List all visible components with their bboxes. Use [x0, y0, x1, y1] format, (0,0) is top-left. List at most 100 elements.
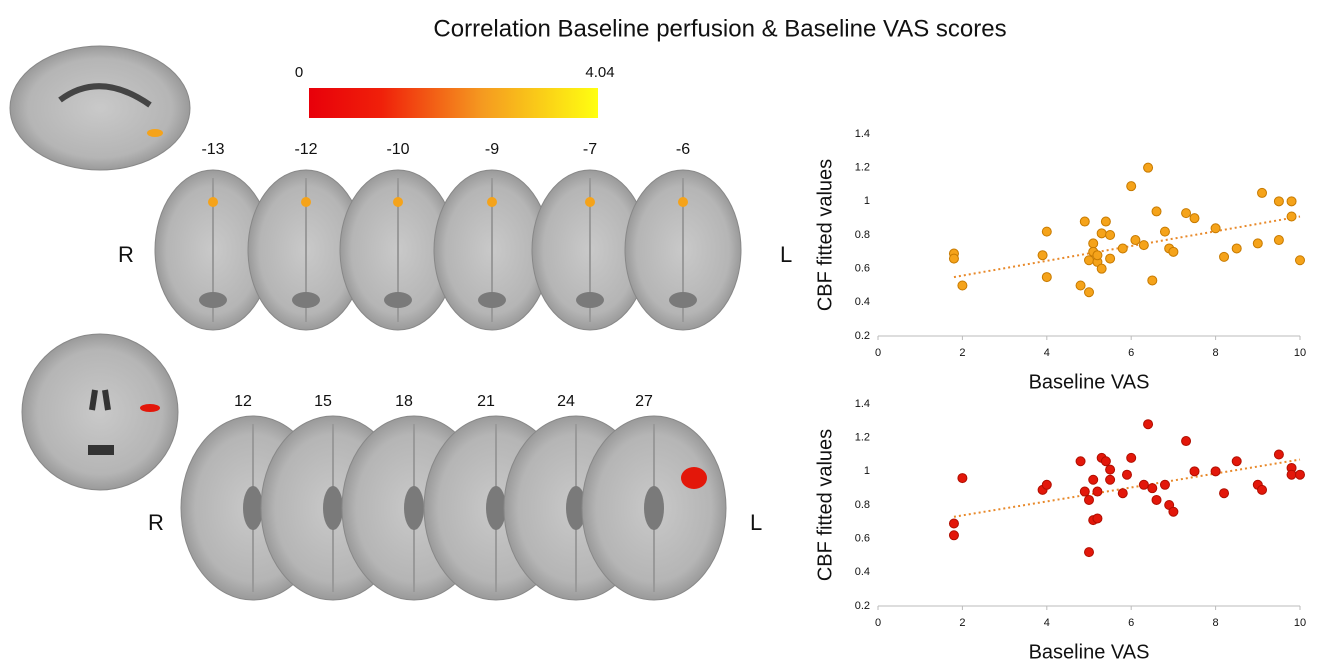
x-tick-label: 0	[875, 617, 881, 629]
point	[1088, 238, 1099, 249]
point	[948, 530, 959, 541]
activation	[678, 197, 688, 207]
point	[1252, 238, 1263, 249]
point	[1100, 216, 1111, 227]
ventricle	[486, 486, 506, 530]
point	[1105, 464, 1116, 475]
slice-label: -13	[201, 141, 224, 158]
y-tick-label: 0.2	[855, 600, 870, 612]
colorbar-max: 4.04	[585, 64, 614, 81]
x-tick-label: 8	[1213, 617, 1219, 629]
point	[1286, 196, 1297, 207]
activation	[301, 197, 311, 207]
point	[1189, 466, 1200, 477]
side-label: R	[148, 510, 164, 535]
slice-label: 27	[635, 393, 653, 410]
x-tick-label: 2	[959, 617, 965, 629]
point	[1147, 483, 1158, 494]
slice-label: -10	[386, 141, 409, 158]
x-tick-label: 0	[875, 347, 881, 359]
y-tick-label: 0.2	[855, 330, 870, 342]
point	[1143, 162, 1154, 173]
point	[1100, 456, 1111, 467]
ventricle	[644, 486, 664, 530]
activation	[393, 197, 403, 207]
point	[1117, 243, 1128, 254]
ventricle	[576, 292, 604, 308]
side-label: R	[118, 242, 134, 267]
slice-label: 18	[395, 393, 413, 410]
point	[1084, 255, 1094, 266]
slice-label: -6	[676, 141, 690, 158]
slice-label: -9	[485, 141, 499, 158]
y-tick-label: 0.4	[855, 566, 870, 578]
trendline	[953, 458, 1301, 518]
point	[1075, 456, 1086, 467]
point	[1117, 488, 1128, 499]
point	[1084, 494, 1094, 505]
point	[1231, 243, 1242, 254]
point	[1295, 255, 1305, 266]
ventricle	[199, 292, 227, 308]
y-tick-label: 0.4	[855, 296, 870, 308]
slice-label: 15	[314, 393, 332, 410]
point	[1219, 251, 1230, 262]
point	[1273, 235, 1284, 246]
x-tick-label: 10	[1294, 347, 1306, 359]
point	[1088, 474, 1099, 485]
point	[1159, 226, 1170, 237]
x-tick-label: 8	[1213, 347, 1219, 359]
x-tick-label: 2	[959, 347, 965, 359]
y-axis-title: CBF fitted values	[814, 159, 836, 311]
point	[1189, 213, 1200, 224]
y-axis-title: CBF fitted values	[814, 429, 836, 581]
ventricle	[384, 292, 412, 308]
point	[1079, 216, 1090, 227]
point	[1105, 230, 1116, 240]
point	[1079, 486, 1090, 497]
ventricle	[323, 486, 343, 530]
point	[1092, 513, 1103, 524]
y-tick-label: 1	[864, 195, 870, 207]
point	[1231, 456, 1242, 467]
y-tick-label: 1	[864, 465, 870, 477]
ventricle	[566, 486, 586, 530]
point	[1138, 240, 1149, 251]
sagittal-view	[9, 45, 191, 171]
point	[1168, 506, 1179, 517]
point	[1037, 250, 1048, 261]
point	[1151, 494, 1162, 505]
x-axis-title: Baseline VAS	[1029, 641, 1150, 663]
side-label: L	[750, 510, 762, 535]
y-tick-label: 0.8	[855, 499, 870, 511]
y-tick-label: 0.6	[855, 263, 870, 275]
point	[948, 253, 959, 264]
y-tick-label: 0.8	[855, 229, 870, 241]
coronal-view	[21, 333, 179, 491]
x-tick-label: 6	[1128, 347, 1134, 359]
point	[1084, 547, 1094, 558]
point	[1286, 469, 1297, 480]
figure-title: Correlation Baseline perfusion & Baselin…	[433, 15, 1006, 42]
point	[1295, 469, 1305, 480]
slice-label: 24	[557, 393, 575, 410]
point	[1181, 436, 1192, 447]
activation	[585, 197, 595, 207]
point	[948, 518, 959, 529]
point	[1092, 250, 1103, 261]
activation	[487, 197, 497, 207]
point	[1126, 452, 1137, 463]
activation	[208, 197, 218, 207]
point	[1105, 474, 1116, 485]
point	[1041, 226, 1052, 237]
colorbar	[309, 88, 598, 118]
point	[1138, 479, 1149, 490]
slice-label: -7	[583, 141, 597, 158]
ventricle	[478, 292, 506, 308]
ventricle	[404, 486, 424, 530]
side-label: L	[780, 242, 792, 267]
slice-label: 12	[234, 393, 252, 410]
slice-label: 21	[477, 393, 495, 410]
point	[1096, 228, 1107, 239]
